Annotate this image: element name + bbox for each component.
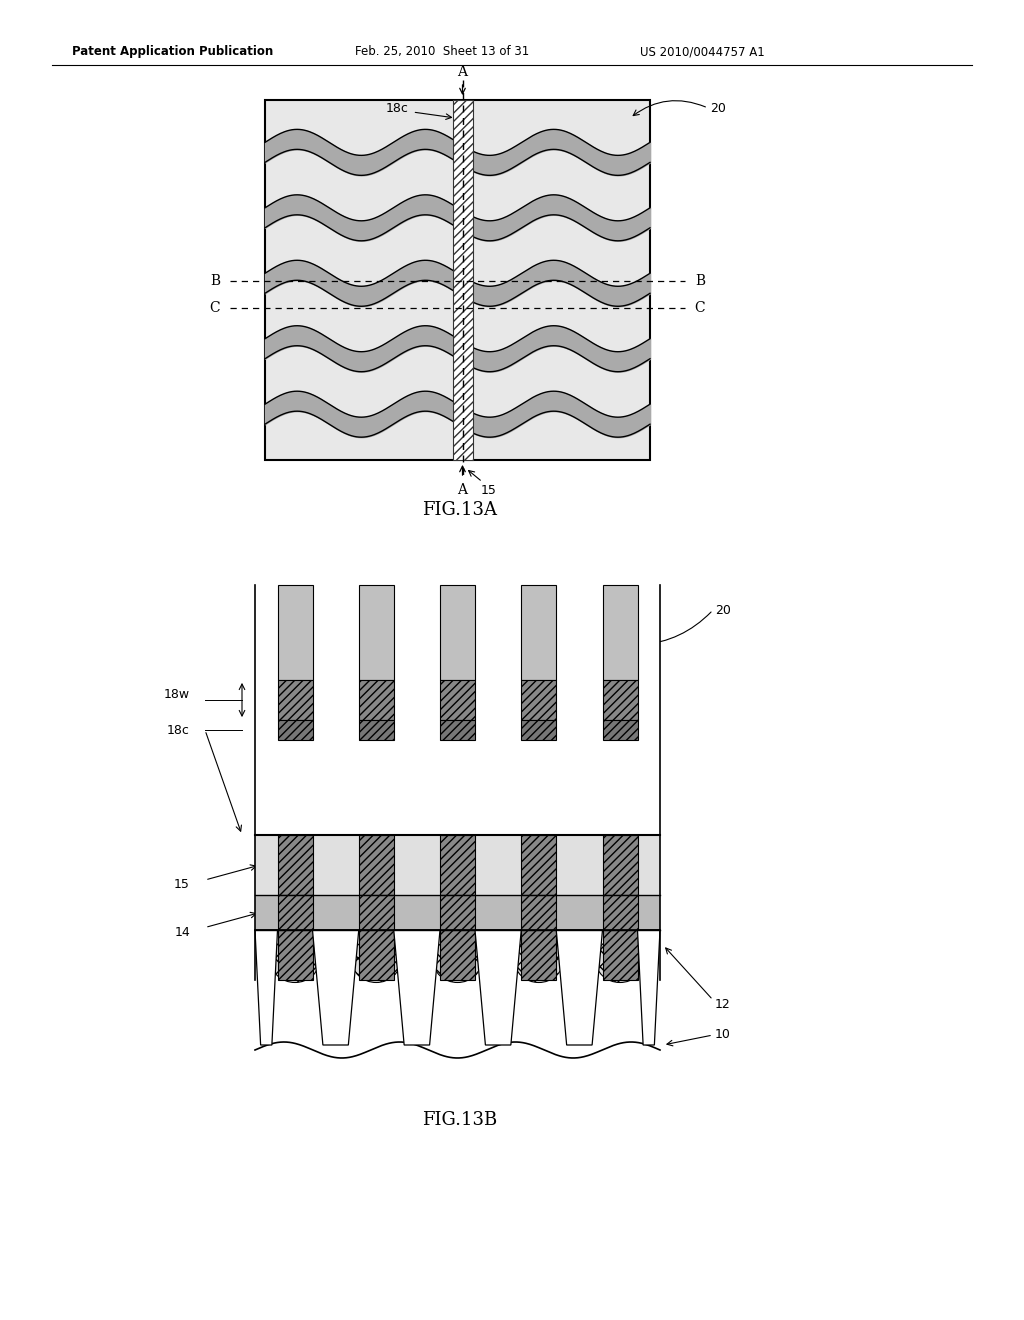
Bar <box>358 719 394 741</box>
Bar <box>278 680 312 719</box>
Polygon shape <box>556 931 602 1045</box>
Bar <box>278 895 312 931</box>
Bar <box>521 931 556 979</box>
Bar <box>440 719 475 741</box>
Text: 18c: 18c <box>167 723 190 737</box>
Bar <box>602 680 638 719</box>
Polygon shape <box>255 931 278 1045</box>
Text: 18c: 18c <box>386 102 409 115</box>
Bar <box>255 895 660 931</box>
Polygon shape <box>475 931 521 1045</box>
Ellipse shape <box>514 937 563 982</box>
Ellipse shape <box>596 937 644 982</box>
Polygon shape <box>312 931 358 1045</box>
Polygon shape <box>394 931 440 1045</box>
Bar <box>602 719 638 741</box>
Bar <box>521 836 556 895</box>
Text: Patent Application Publication: Patent Application Publication <box>72 45 273 58</box>
Bar <box>440 836 475 895</box>
Text: C: C <box>210 301 220 315</box>
Bar <box>440 585 475 680</box>
Text: B: B <box>210 275 220 288</box>
Text: Feb. 25, 2010  Sheet 13 of 31: Feb. 25, 2010 Sheet 13 of 31 <box>355 45 529 58</box>
Bar <box>255 585 660 1049</box>
Bar <box>521 680 556 719</box>
Polygon shape <box>638 931 660 1045</box>
Bar <box>358 931 394 979</box>
Bar <box>255 836 660 895</box>
Bar <box>278 585 312 680</box>
Text: B: B <box>695 275 706 288</box>
Bar <box>278 931 312 979</box>
Bar <box>358 836 394 895</box>
Bar <box>453 100 472 459</box>
Bar <box>453 100 472 459</box>
Bar <box>265 100 650 459</box>
Bar <box>440 931 475 979</box>
Ellipse shape <box>433 937 482 982</box>
Bar <box>521 895 556 931</box>
Bar <box>358 585 394 680</box>
Text: 20: 20 <box>710 102 726 115</box>
Text: 10: 10 <box>715 1028 731 1041</box>
Text: US 2010/0044757 A1: US 2010/0044757 A1 <box>640 45 765 58</box>
Bar <box>440 895 475 931</box>
Bar <box>358 895 394 931</box>
Bar <box>556 836 602 895</box>
Text: 15: 15 <box>480 483 497 496</box>
Bar <box>521 719 556 741</box>
Text: A: A <box>458 483 468 498</box>
Bar <box>255 931 660 979</box>
Bar <box>255 836 278 895</box>
Bar <box>475 836 521 895</box>
Text: 14: 14 <box>174 927 190 939</box>
Text: FIG.13B: FIG.13B <box>422 1111 498 1129</box>
Text: 20: 20 <box>715 603 731 616</box>
Text: C: C <box>694 301 706 315</box>
Bar <box>312 836 358 895</box>
Ellipse shape <box>270 937 319 982</box>
Text: A: A <box>458 65 468 79</box>
Bar <box>440 680 475 719</box>
Bar <box>358 680 394 719</box>
Bar <box>278 836 312 895</box>
Bar <box>638 836 660 895</box>
Text: 18w: 18w <box>164 689 190 701</box>
Bar <box>602 836 638 895</box>
Bar <box>278 719 312 741</box>
Ellipse shape <box>352 937 400 982</box>
Text: 12: 12 <box>715 998 731 1011</box>
Text: 15: 15 <box>174 879 190 891</box>
Text: FIG.13A: FIG.13A <box>423 502 498 519</box>
Bar <box>521 585 556 680</box>
Bar <box>394 836 440 895</box>
Bar <box>602 895 638 931</box>
Bar <box>602 931 638 979</box>
Bar <box>602 585 638 680</box>
